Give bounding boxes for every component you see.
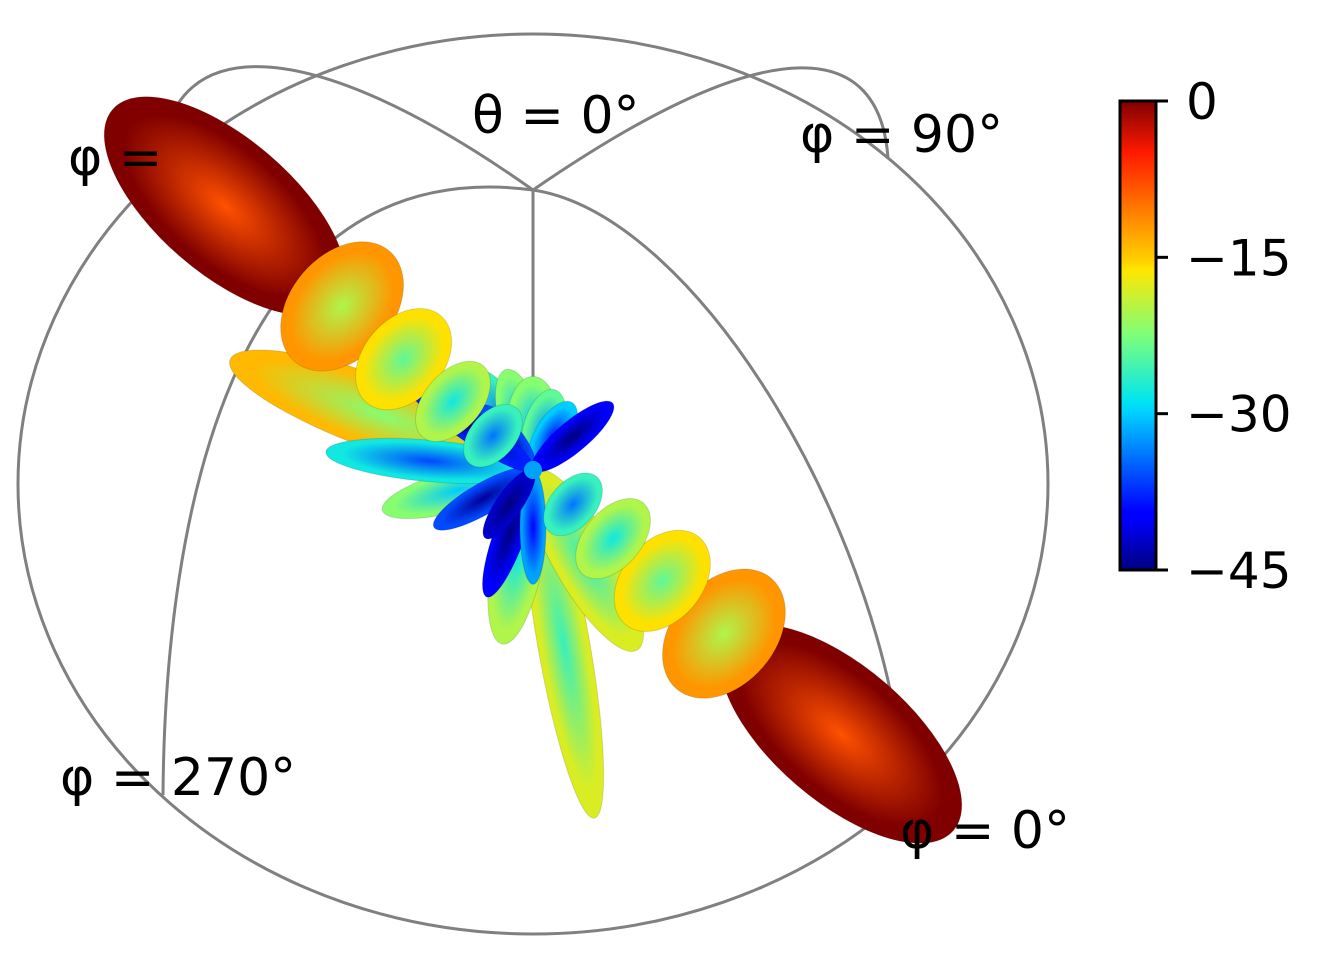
colorbar-ticks: 0 −15 −30 −45 — [1156, 73, 1292, 600]
pattern-origin — [524, 461, 542, 479]
radiation-lobes — [103, 96, 963, 844]
phi-top-left-label: φ = — [68, 128, 162, 188]
colorbar-frame — [1118, 99, 1158, 572]
colorbar-tick-label: 0 — [1186, 73, 1218, 131]
grating-lobe — [463, 403, 523, 468]
theta-zero-label: θ = 0° — [472, 86, 640, 146]
colorbar-gradient — [1120, 101, 1156, 570]
colorbar-tick-label: −30 — [1186, 386, 1292, 444]
grating-lobe — [575, 498, 651, 580]
colorbar: 0 −15 −30 −45 — [1118, 73, 1292, 600]
phi-0-label: φ = 0° — [900, 801, 1070, 861]
grating-lobe — [415, 360, 491, 442]
outer-sphere-outline — [16, 32, 1050, 936]
phi-270-label: φ = 270° — [60, 748, 296, 808]
grating-lobe — [543, 472, 603, 537]
colorbar-tick-label: −15 — [1186, 229, 1292, 287]
phi-90-label: φ = 90° — [800, 105, 1003, 165]
colorbar-tick-label: −45 — [1186, 542, 1292, 600]
